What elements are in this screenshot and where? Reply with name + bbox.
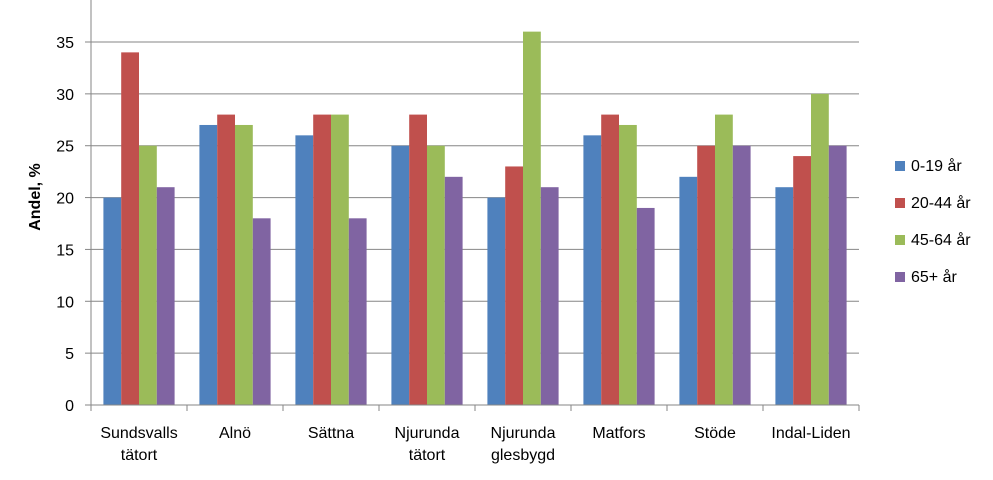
bar <box>217 114 235 405</box>
legend-swatch <box>895 235 905 245</box>
bar <box>235 124 253 405</box>
x-tick-label: Alnö <box>219 425 251 442</box>
bar <box>697 145 715 405</box>
bar <box>775 187 794 405</box>
bar <box>139 145 157 405</box>
bar <box>313 114 331 405</box>
bar <box>601 114 619 405</box>
bar <box>679 176 698 405</box>
bar <box>295 135 314 406</box>
bar <box>487 197 506 405</box>
y-tick-label: 5 <box>65 346 74 363</box>
bar <box>828 145 847 405</box>
legend-label: 20-44 år <box>911 194 971 212</box>
bar <box>427 145 445 405</box>
legend: 0-19 år 20-44 år 45-64 år 65+ år <box>895 157 971 286</box>
bar <box>715 114 733 405</box>
y-tick-label: 35 <box>56 35 74 52</box>
bar <box>156 187 175 405</box>
bar <box>619 124 637 405</box>
bar <box>444 176 463 405</box>
bars <box>103 31 847 406</box>
bar <box>732 145 751 405</box>
bar <box>121 52 139 405</box>
legend-label: 65+ år <box>911 268 957 286</box>
y-tick-label: 30 <box>56 87 74 104</box>
legend-swatch <box>895 198 905 208</box>
x-tick-label: Njurunda glesbygd <box>491 425 556 464</box>
legend-label: 0-19 år <box>911 157 962 175</box>
x-tick-label: Matfors <box>592 425 645 442</box>
bar <box>199 124 218 405</box>
y-tick-label: 0 <box>65 398 74 415</box>
bar <box>505 166 523 405</box>
bar <box>409 114 427 405</box>
bar <box>811 93 829 405</box>
y-tick-label: 25 <box>56 139 74 156</box>
x-tick-label: Stöde <box>694 425 736 442</box>
bar <box>523 31 541 405</box>
y-tick-label: 15 <box>56 242 74 259</box>
legend-label: 45-64 år <box>911 231 971 249</box>
x-tick-label: Njurunda tätort <box>395 425 460 464</box>
bar <box>103 197 122 405</box>
x-tick-label: Sättna <box>308 425 354 442</box>
y-tick-label: 10 <box>56 294 74 311</box>
bar <box>636 207 655 405</box>
y-tick-label: 20 <box>56 191 74 208</box>
bar <box>331 114 349 405</box>
bar <box>252 218 271 405</box>
bar <box>391 145 410 405</box>
bar <box>540 187 559 405</box>
legend-swatch <box>895 272 905 282</box>
x-tick-label: Sundsvalls tätort <box>100 425 177 464</box>
bar <box>348 218 367 405</box>
axes: 0 5 10 15 20 25 30 35 Sundsvalls tätort Alnö Sättna… <box>56 0 860 464</box>
x-tick-label: Indal-Liden <box>771 425 850 442</box>
y-axis-label: Andel, % <box>27 163 44 231</box>
legend-swatch <box>895 161 905 171</box>
bar <box>583 135 602 406</box>
bar <box>793 156 811 405</box>
